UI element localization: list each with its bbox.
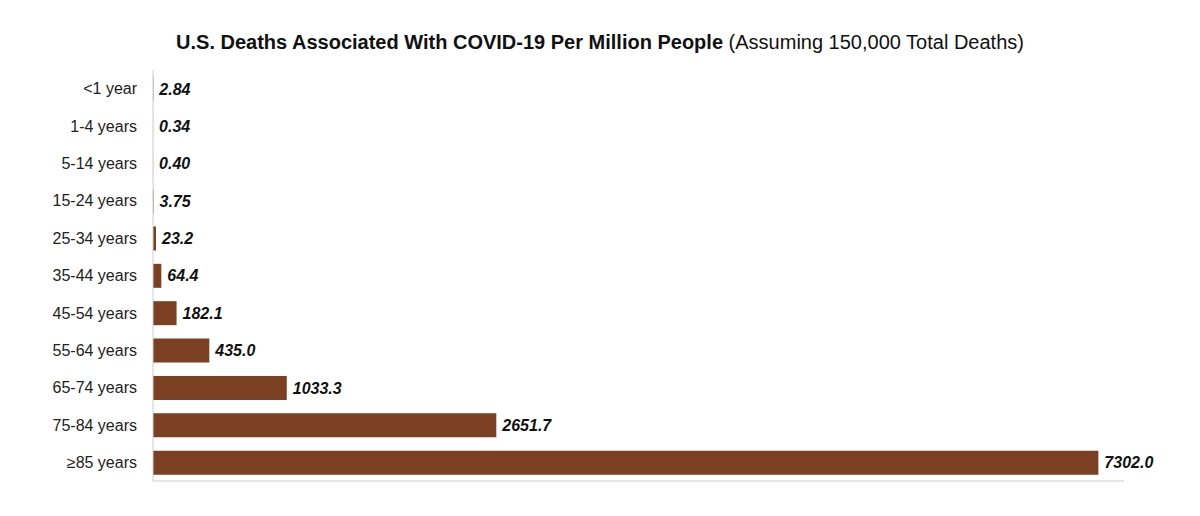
svg-text:7302.0: 7302.0 xyxy=(1104,454,1153,471)
svg-text:<1 year: <1 year xyxy=(83,80,137,97)
svg-text:35-44 years: 35-44 years xyxy=(53,267,138,284)
svg-text:2651.7: 2651.7 xyxy=(501,417,552,434)
svg-text:0.40: 0.40 xyxy=(159,155,190,172)
svg-text:23.2: 23.2 xyxy=(161,230,193,247)
svg-text:0.34: 0.34 xyxy=(159,118,190,135)
svg-text:2.84: 2.84 xyxy=(158,81,190,98)
svg-text:25-34 years: 25-34 years xyxy=(53,230,138,247)
svg-text:55-64 years: 55-64 years xyxy=(53,342,138,359)
svg-text:3.75: 3.75 xyxy=(159,193,191,210)
svg-text:182.1: 182.1 xyxy=(183,305,223,322)
svg-text:≥85 years: ≥85 years xyxy=(67,454,137,471)
svg-text:65-74 years: 65-74 years xyxy=(53,379,138,396)
svg-text:64.4: 64.4 xyxy=(167,267,198,284)
svg-text:5-14 years: 5-14 years xyxy=(61,155,137,172)
svg-text:15-24 years: 15-24 years xyxy=(53,192,138,209)
html-text:U.S. Deaths Associated With CO: U.S. Deaths Associated With COVID-19 Per… xyxy=(176,31,1024,53)
svg-text:75-84 years: 75-84 years xyxy=(53,417,138,434)
svg-text:435.0: 435.0 xyxy=(214,342,255,359)
svg-text:45-54 years: 45-54 years xyxy=(53,305,138,322)
svg-text:1033.3: 1033.3 xyxy=(293,380,342,397)
svg-text:1-4 years: 1-4 years xyxy=(70,118,137,135)
